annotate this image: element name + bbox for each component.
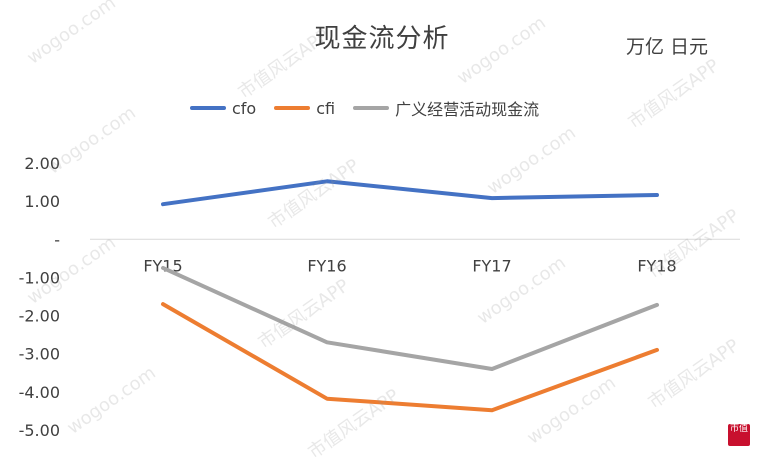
corner-logo: 市值 — [728, 424, 750, 446]
y-tick-label: -1.00 — [19, 268, 60, 287]
y-tick-label: -5.00 — [19, 421, 60, 440]
x-tick-label: FY17 — [472, 256, 511, 275]
unit-label: 万亿 日元 — [625, 36, 708, 58]
legend-label-cfo: cfo — [232, 98, 257, 118]
y-tick-label: 1.00 — [24, 192, 60, 211]
y-tick-label: -4.00 — [19, 383, 60, 402]
chart-title: 现金流分析 — [314, 24, 450, 54]
legend-label-cfi: cfi — [316, 98, 336, 118]
chart-legend: cfo cfi 广义经营活动现金流 — [190, 96, 539, 120]
series-line-cfi — [161, 302, 659, 413]
legend-label-broad-ocf: 广义经营活动现金流 — [395, 100, 540, 119]
legend-swatch-cfi — [274, 106, 311, 110]
y-tick-label: -3.00 — [19, 345, 60, 364]
series-line-cfo — [161, 179, 659, 207]
legend-swatch-broad-ocf — [353, 106, 390, 110]
x-tick-label: FY18 — [637, 256, 676, 275]
series-line-broad-ocf — [161, 265, 659, 371]
legend-item-broad-ocf: 广义经营活动现金流 — [353, 96, 539, 120]
y-tick-label: - — [54, 230, 60, 249]
y-tick-label: 2.00 — [24, 154, 60, 173]
y-tick-label: -2.00 — [19, 307, 60, 326]
x-tick-label: FY16 — [307, 256, 346, 275]
legend-item-cfi: cfi — [274, 99, 335, 118]
legend-item-cfo: cfo — [190, 99, 256, 118]
legend-swatch-cfo — [190, 106, 226, 110]
